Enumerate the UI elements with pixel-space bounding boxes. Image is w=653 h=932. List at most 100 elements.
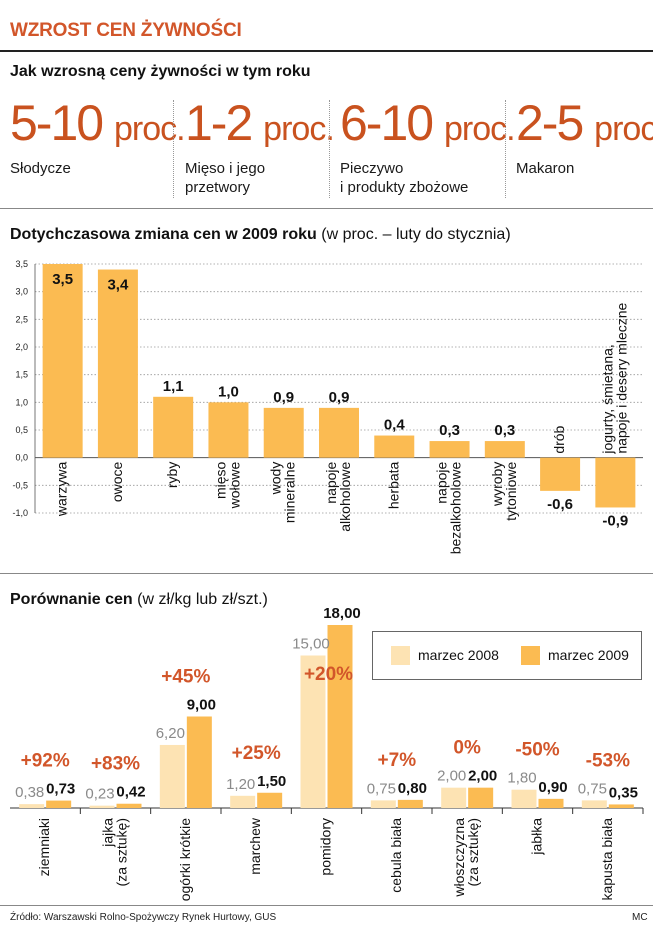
value-label: 0,4	[384, 417, 406, 434]
category-label: pomidory	[318, 818, 334, 876]
chart1-heading: Dotychczasowa zmiana cen w 2009 roku (w …	[10, 226, 511, 244]
divider	[505, 100, 506, 198]
bar	[97, 269, 138, 458]
value-label: 0,9	[273, 389, 294, 406]
category-label: wody	[268, 462, 284, 496]
category-label: napoje i desery mleczne	[613, 302, 629, 453]
bar-2009	[257, 792, 283, 808]
legend-swatch-2008	[391, 646, 410, 665]
bar	[208, 402, 249, 458]
change-label: +45%	[161, 667, 210, 688]
legend-swatch-2009	[521, 646, 540, 665]
forecast-range: 5-10	[10, 95, 104, 151]
legend-label-2008: marzec 2008	[418, 647, 499, 663]
bar	[153, 396, 194, 458]
value-label-2008: 1,80	[507, 770, 536, 787]
change-label: +20%	[304, 664, 353, 685]
chart2-heading: Porównanie cen (w zł/kg lub zł/szt.)	[10, 591, 268, 609]
category-label: marchew	[247, 817, 263, 875]
value-label-2008: 0,75	[578, 780, 607, 797]
bar	[42, 264, 83, 458]
value-label-2008: 6,20	[156, 725, 185, 742]
category-label: warzywa	[54, 461, 70, 517]
value-label-2009: 0,73	[46, 781, 75, 798]
bar	[484, 441, 525, 458]
bar-2009	[46, 800, 72, 808]
bar-2008	[370, 800, 396, 808]
category-label: napoje	[434, 461, 450, 503]
bar	[374, 435, 415, 458]
value-label: 1,1	[163, 378, 184, 395]
category-label: wołowe	[226, 461, 242, 509]
section-rule	[0, 208, 653, 209]
divider	[173, 100, 174, 198]
bar	[263, 407, 304, 458]
bar-2008	[511, 789, 537, 808]
change-label: -53%	[586, 750, 630, 771]
legend: marzec 2008 marzec 2009	[372, 631, 642, 680]
bar-2009	[468, 787, 494, 808]
change-label: -50%	[515, 740, 559, 761]
footer-rule	[0, 905, 653, 906]
forecast-range: 1-2	[185, 95, 253, 151]
divider	[329, 100, 330, 198]
category-label: tytoniowe	[503, 461, 519, 520]
header-rule	[0, 50, 653, 52]
bar	[595, 457, 636, 508]
bar-2009	[327, 625, 353, 808]
legend-label-2009: marzec 2009	[548, 647, 629, 663]
value-label-2008: 0,75	[367, 780, 396, 797]
bar-2008	[300, 655, 326, 808]
change-label: +7%	[378, 750, 417, 771]
value-label-2009: 2,00	[468, 768, 497, 785]
change-label: +83%	[91, 754, 140, 775]
value-label: 1,0	[218, 383, 239, 400]
bar-2009	[397, 799, 423, 808]
bar	[429, 441, 470, 458]
bar-2008	[89, 805, 115, 808]
category-label: drób	[551, 425, 567, 453]
category-label: (za sztukę)	[114, 818, 130, 886]
value-label-2008: 0,23	[85, 786, 114, 803]
chart2-subtitle: (w zł/kg lub zł/szt.)	[137, 591, 268, 608]
bar-2009	[608, 804, 634, 808]
bar-2008	[581, 800, 607, 808]
category-label: jabłka	[529, 818, 545, 856]
forecast-item: 2-5 proc. Makaron	[516, 95, 653, 178]
chart1-title: Dotychczasowa zmiana cen w 2009 roku	[10, 226, 317, 243]
y-tick-label: -1,0	[12, 508, 28, 518]
bar-2008	[230, 795, 256, 808]
change-label: +25%	[232, 743, 281, 764]
forecast-range: 2-5	[516, 95, 584, 151]
y-tick-label: 1,0	[15, 397, 28, 407]
value-label: 0,3	[439, 422, 460, 439]
category-label: ziemniaki	[36, 818, 52, 876]
change-label: +92%	[21, 751, 70, 772]
bar	[540, 457, 581, 491]
chart2-title: Porównanie cen	[10, 591, 133, 608]
category-label: wyroby	[489, 462, 505, 507]
forecast-label: Słodycze	[10, 160, 71, 177]
value-label-2008: 1,20	[226, 776, 255, 793]
value-label-2009: 9,00	[187, 697, 216, 714]
value-label-2009: 0,42	[116, 784, 145, 801]
y-tick-label: 0,0	[15, 453, 28, 463]
change-chart: 3,5 3,0 2,5 2,0 1,5 1,0 0,5 0,0 -0,5 -1,0 3,5 warzy…	[12, 259, 643, 554]
value-label: 0,3	[494, 422, 515, 439]
y-tick-label: 0,5	[15, 425, 28, 435]
value-label: 3,5	[52, 271, 73, 288]
value-label-2008: 0,38	[15, 784, 44, 801]
price-chart: 0,38 0,73 +92% ziemniaki 0,23 0,42 +83% jajka(z…	[10, 605, 644, 901]
value-label-2009: 0,35	[609, 784, 638, 801]
bar-2008	[441, 787, 467, 808]
forecast-unit: proc.	[263, 110, 335, 148]
category-label: owoce	[109, 461, 125, 502]
value-label-2008: 2,00	[437, 768, 466, 785]
category-label: mineralne	[282, 461, 298, 523]
value-label: 3,4	[107, 277, 129, 294]
value-label-2008: 15,00	[292, 636, 330, 653]
chart1-subtitle: (w proc. – luty do stycznia)	[321, 226, 511, 243]
credit: MC	[632, 912, 648, 923]
forecast-label: Pieczywo i produkty zbożowe	[340, 160, 469, 196]
category-label: jajka	[100, 818, 116, 848]
